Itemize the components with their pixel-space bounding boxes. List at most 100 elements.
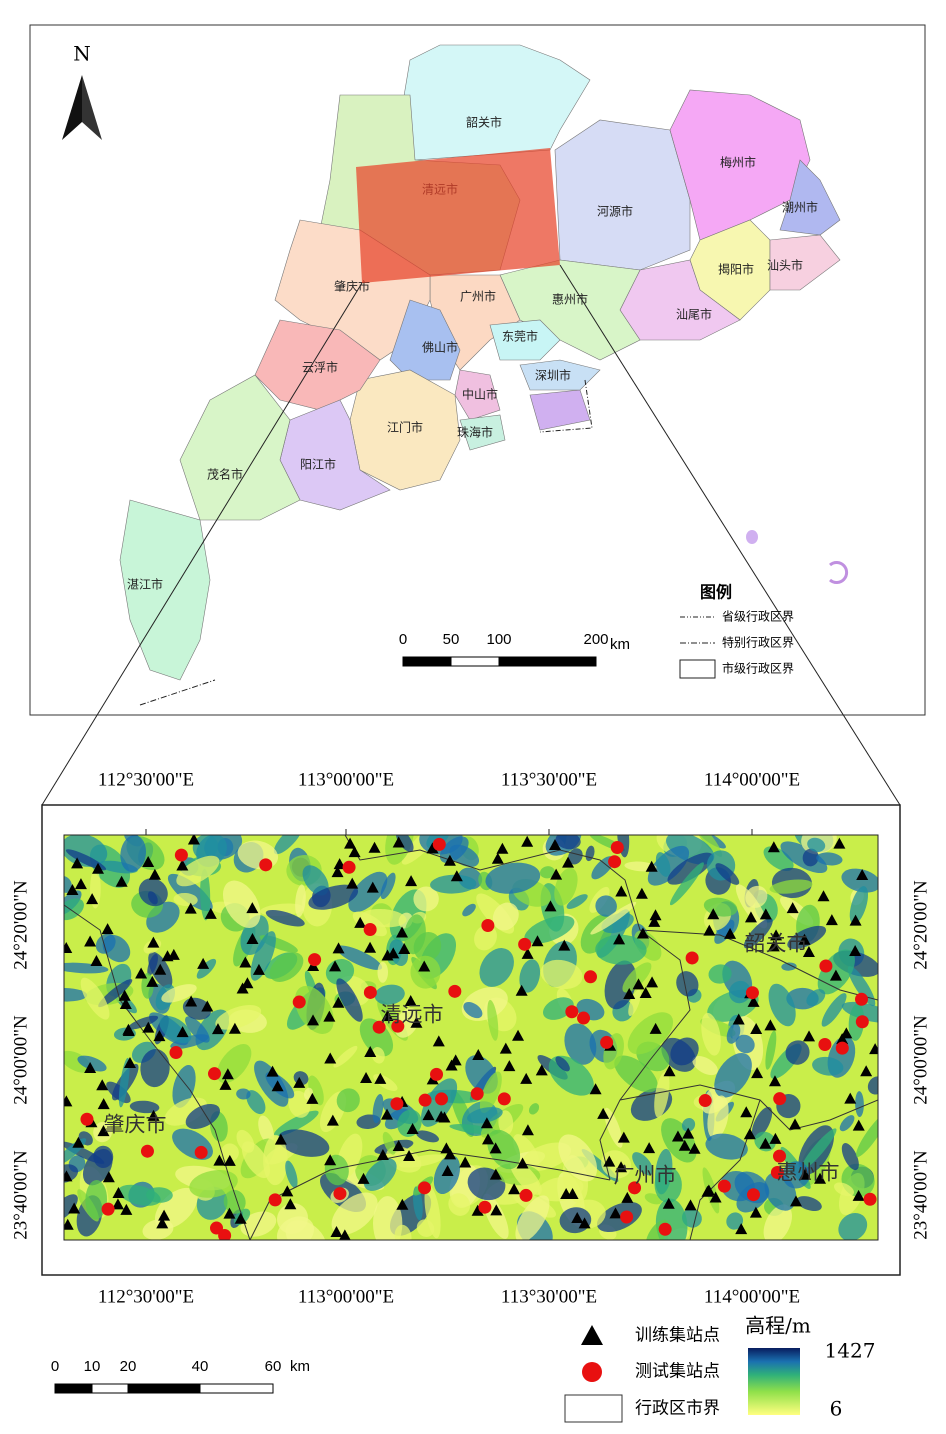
city-label: 茂名市 xyxy=(207,467,243,482)
scale-bar: 0 50 100 200 km xyxy=(399,631,630,667)
train-station xyxy=(709,1191,722,1203)
train-station xyxy=(422,1109,435,1121)
train-station xyxy=(101,923,114,935)
dem-patch xyxy=(492,902,519,931)
scale-unit: km xyxy=(610,636,630,653)
lat-label: 24°20'00"N xyxy=(10,880,31,970)
dem-patch xyxy=(64,988,88,1002)
dem-patch xyxy=(708,964,732,984)
dem-patch xyxy=(467,1107,503,1124)
train-station xyxy=(368,841,381,853)
scale-label: 0 xyxy=(399,631,407,648)
dem-patch xyxy=(540,866,555,879)
city-label: 韶关市 xyxy=(745,932,808,956)
train-station xyxy=(201,1000,214,1012)
city-label: 云浮市 xyxy=(302,360,338,375)
dem-patch xyxy=(176,855,220,887)
train-station xyxy=(521,835,534,847)
train-station xyxy=(684,1199,697,1211)
lon-label: 112°30'00"E xyxy=(98,1286,194,1307)
train-station xyxy=(489,1168,502,1180)
dem-patch xyxy=(614,1055,658,1093)
city-label: 佛山市 xyxy=(422,340,458,355)
test-station xyxy=(855,1015,869,1029)
legend-title: 图例 xyxy=(700,583,732,602)
city-label: 中山市 xyxy=(462,387,498,402)
dem-patch xyxy=(462,903,476,917)
test-station xyxy=(418,1181,432,1195)
legend-box xyxy=(564,1394,623,1423)
colorbar xyxy=(748,1348,800,1415)
train-station xyxy=(482,1133,495,1145)
dem-patch xyxy=(765,1030,777,1070)
train-station xyxy=(649,1022,662,1034)
train-station xyxy=(406,1123,419,1135)
scale-label: 60 xyxy=(265,1358,282,1375)
train-station xyxy=(66,883,79,895)
test-station xyxy=(818,1037,832,1051)
scale-label: 200 xyxy=(583,631,608,648)
region xyxy=(489,319,561,361)
train-station xyxy=(521,1124,534,1136)
scale-label: 20 xyxy=(120,1358,137,1375)
train-station xyxy=(324,1052,337,1064)
scale-seg xyxy=(402,656,452,667)
dem-patch xyxy=(510,1160,542,1195)
train-station xyxy=(153,1030,166,1042)
test-station xyxy=(218,1228,232,1240)
train-station xyxy=(118,989,131,1001)
dem-patch xyxy=(479,948,514,987)
dem-patch xyxy=(769,879,813,894)
train-station xyxy=(869,1043,878,1055)
train-station xyxy=(617,1131,630,1143)
train-station xyxy=(293,1076,306,1088)
train-station xyxy=(443,854,456,866)
test-station xyxy=(863,1192,877,1206)
test-station xyxy=(80,1112,94,1126)
sar-boundary xyxy=(539,379,593,433)
train-station xyxy=(435,1110,448,1122)
test-station xyxy=(628,1181,642,1195)
dem-patch xyxy=(487,999,499,1041)
test-station xyxy=(194,1145,208,1159)
lat-label: 24°20'00"N xyxy=(910,880,931,970)
train-station xyxy=(798,933,811,945)
dem-patch xyxy=(566,894,588,909)
legend-item: 行政区市界 xyxy=(635,1399,720,1419)
train-station xyxy=(418,960,431,972)
train-station xyxy=(84,935,97,947)
train-station xyxy=(354,916,367,928)
dem-patch xyxy=(768,983,796,1027)
city-label: 湛江市 xyxy=(127,577,163,592)
test-station xyxy=(600,1035,614,1049)
legend-item: 市级行政区界 xyxy=(722,661,794,676)
scale-label: 40 xyxy=(192,1358,209,1375)
train-station xyxy=(241,977,254,989)
train-station xyxy=(441,1164,454,1176)
dem-patch xyxy=(192,835,218,860)
dem-patch xyxy=(269,952,304,982)
train-station xyxy=(146,975,159,987)
train-station xyxy=(115,875,128,887)
train-station xyxy=(123,1057,136,1069)
dem-patch xyxy=(726,1023,741,1044)
train-station xyxy=(307,1014,320,1026)
dem-patch xyxy=(595,934,647,965)
test-station xyxy=(717,1179,731,1193)
train-station xyxy=(562,856,575,868)
legend-item: 测试集站点 xyxy=(635,1362,720,1382)
dem-patch xyxy=(263,1134,288,1186)
dem-patch xyxy=(371,1046,385,1064)
train-station xyxy=(86,893,99,905)
dem-patch xyxy=(129,1100,160,1114)
dem-patch xyxy=(161,984,197,1003)
dem-patch xyxy=(802,848,819,867)
train-station xyxy=(213,1154,226,1166)
region xyxy=(179,374,301,521)
dem-patch xyxy=(64,835,108,867)
train-station xyxy=(142,1021,155,1033)
city-boundary xyxy=(64,904,251,1240)
dem-patch xyxy=(670,1037,699,1066)
dem-patch xyxy=(498,1110,514,1136)
dem-patch xyxy=(743,918,773,949)
